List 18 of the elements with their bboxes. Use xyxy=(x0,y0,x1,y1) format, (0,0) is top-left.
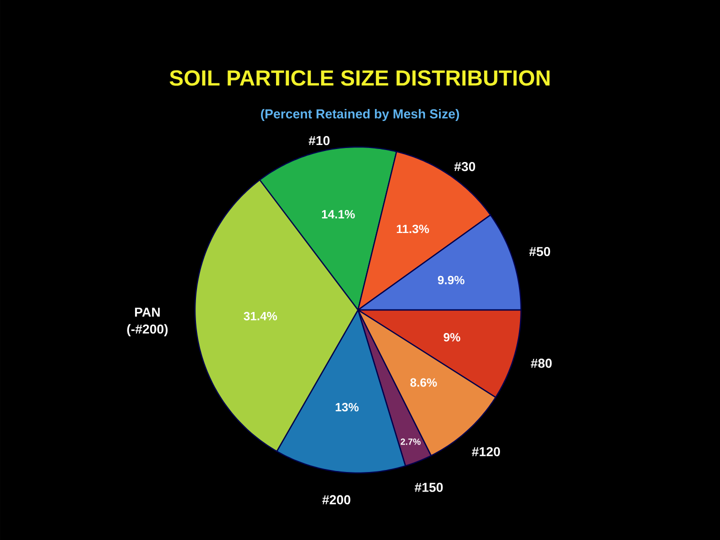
slice-label: #80 xyxy=(530,358,552,368)
chart-title: SOIL PARTICLE SIZE DISTRIBUTION xyxy=(170,70,550,86)
slice-label: #150 xyxy=(414,482,443,492)
data-label: 9.9% xyxy=(438,276,464,284)
data-label: 13% xyxy=(336,402,359,412)
data-label: 31.4% xyxy=(244,312,278,320)
slice-label: #120 xyxy=(472,447,500,456)
data-label: 14.1% xyxy=(322,210,355,218)
chart-subtitle: (Percent Retained by Mesh Size) xyxy=(260,108,460,122)
slice-label: #50 xyxy=(529,246,550,256)
slice-label: PAN (-#200) xyxy=(127,308,168,336)
data-label: 8.6% xyxy=(410,378,437,387)
slice-label: #30 xyxy=(454,162,476,172)
data-label: 9% xyxy=(444,333,460,342)
data-label: 2.7% xyxy=(400,438,421,445)
slice-label: #200 xyxy=(322,495,350,504)
slice-label: #10 xyxy=(308,136,330,146)
data-label: 11.3% xyxy=(396,224,430,234)
